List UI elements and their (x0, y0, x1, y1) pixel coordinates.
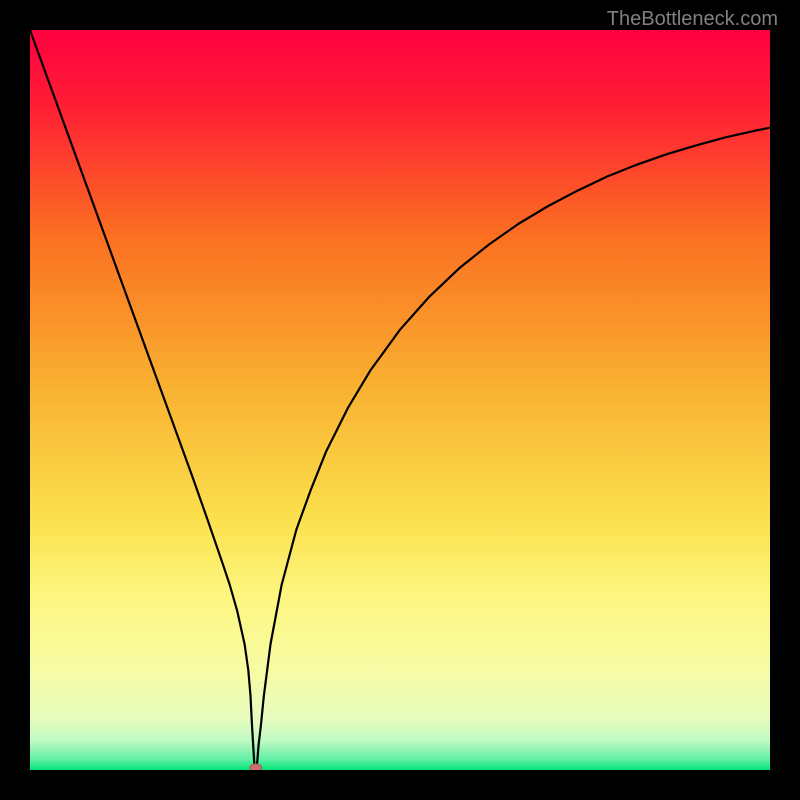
chart-svg (30, 30, 770, 770)
watermark-text: TheBottleneck.com (607, 8, 778, 31)
plot-area (30, 30, 770, 770)
optimal-point-marker (250, 764, 262, 770)
chart-container: TheBottleneck.com (0, 0, 800, 800)
plot-background (30, 30, 770, 770)
